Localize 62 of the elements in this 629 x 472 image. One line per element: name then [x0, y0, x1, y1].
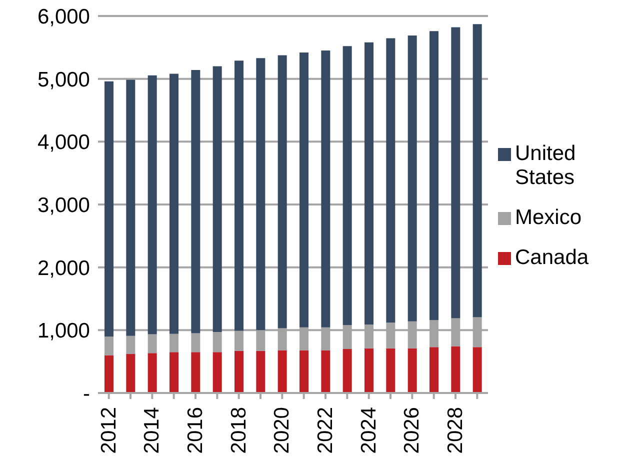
bar: [451, 27, 460, 318]
bar: [408, 35, 417, 322]
bar: [386, 348, 396, 393]
y-tick-label: 5,000: [37, 68, 90, 92]
bar: [234, 60, 244, 331]
bar: [234, 350, 244, 393]
bar: [170, 334, 178, 352]
bar: [104, 355, 114, 393]
bar: [342, 46, 352, 326]
x-tick-label: 2018: [227, 407, 250, 454]
bar: [170, 74, 178, 334]
y-tick-label: -: [83, 382, 90, 406]
bar: [104, 336, 114, 356]
legend-label: Canada: [515, 246, 589, 270]
bar: [430, 347, 438, 393]
bar: [234, 330, 244, 351]
bar: [278, 350, 287, 393]
bar: [451, 346, 460, 393]
bar: [430, 31, 438, 320]
y-tick-label: 6,000: [37, 5, 90, 28]
bar: [212, 66, 222, 332]
y-tick-label: 2,000: [37, 256, 90, 280]
bar: [126, 354, 136, 393]
bar: [300, 350, 308, 393]
x-tick-label: 2024: [357, 406, 380, 454]
x-tick-label: 2026: [400, 407, 424, 454]
y-tick-label: 1,000: [37, 320, 90, 343]
y-tick-label: 4,000: [37, 131, 90, 154]
x-tick-label: 2012: [97, 407, 120, 454]
y-tick-label: 3,000: [37, 194, 90, 217]
x-tick-label: 2022: [314, 407, 337, 454]
bar: [386, 38, 396, 323]
bar: [256, 350, 266, 393]
bar: [321, 50, 330, 328]
bar: [212, 332, 222, 352]
bar: [148, 75, 157, 334]
x-tick-label: 2028: [444, 407, 467, 454]
bar: [364, 42, 374, 325]
bar: [300, 52, 308, 328]
bar: [472, 24, 482, 318]
legend-label: United States: [515, 142, 577, 190]
legend-label: Mexico: [515, 206, 582, 230]
bar: [342, 349, 352, 393]
bar: [104, 81, 114, 336]
bar: [170, 352, 178, 393]
bar: [212, 352, 222, 393]
bar: [321, 350, 330, 393]
bar: [148, 334, 157, 354]
bar: [191, 333, 200, 352]
x-tick-label: 2016: [184, 407, 207, 454]
bar: [278, 55, 287, 328]
bar: [256, 58, 266, 330]
bar: [126, 336, 136, 354]
bar: [364, 348, 374, 393]
bar: [148, 353, 157, 393]
x-tick-label: 2014: [140, 406, 164, 454]
bar: [191, 352, 200, 393]
x-tick-label: 2020: [270, 407, 294, 454]
bar: [126, 80, 136, 336]
bar: [472, 347, 482, 393]
bar: [408, 348, 417, 393]
bar: [191, 70, 200, 334]
